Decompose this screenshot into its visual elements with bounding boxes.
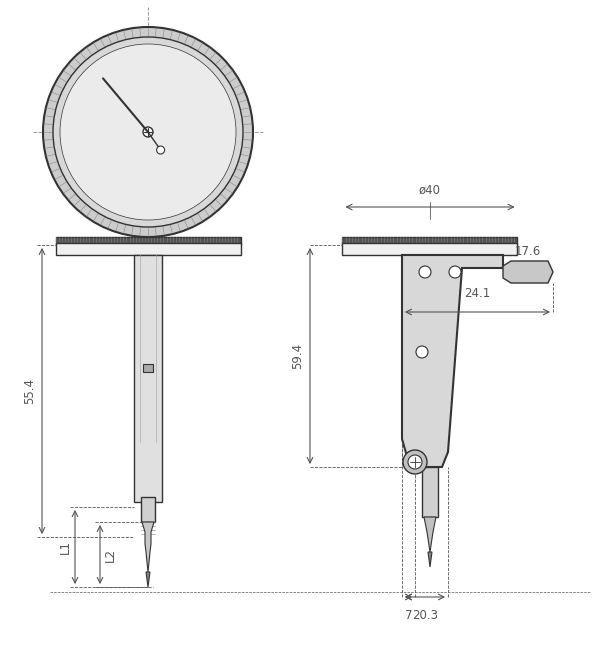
Polygon shape	[142, 522, 154, 572]
Polygon shape	[402, 255, 503, 467]
Circle shape	[53, 37, 243, 227]
Bar	[143, 364, 153, 372]
Bar	[343, 237, 517, 245]
Circle shape	[408, 455, 422, 469]
Text: 20.3: 20.3	[412, 609, 438, 622]
Text: 17.6: 17.6	[515, 245, 541, 258]
Polygon shape	[146, 572, 150, 587]
Bar	[141, 497, 155, 522]
Text: L2: L2	[104, 547, 116, 561]
Text: L1: L1	[59, 540, 71, 554]
Circle shape	[60, 44, 236, 220]
Circle shape	[143, 127, 153, 137]
Bar	[56, 237, 241, 245]
Bar	[343, 243, 517, 255]
Polygon shape	[424, 517, 436, 552]
Bar	[134, 255, 162, 502]
Text: 24.1: 24.1	[464, 287, 491, 300]
Text: 55.4: 55.4	[23, 378, 37, 404]
Circle shape	[157, 146, 164, 154]
Text: 59.4: 59.4	[292, 343, 304, 369]
Circle shape	[43, 27, 253, 237]
Polygon shape	[503, 261, 553, 283]
Polygon shape	[428, 552, 432, 567]
Bar	[422, 467, 438, 517]
Bar	[56, 243, 241, 255]
Text: 7: 7	[405, 609, 413, 622]
Circle shape	[403, 450, 427, 474]
Text: ø40: ø40	[419, 184, 441, 197]
Circle shape	[449, 266, 461, 278]
Circle shape	[419, 266, 431, 278]
Circle shape	[416, 346, 428, 358]
